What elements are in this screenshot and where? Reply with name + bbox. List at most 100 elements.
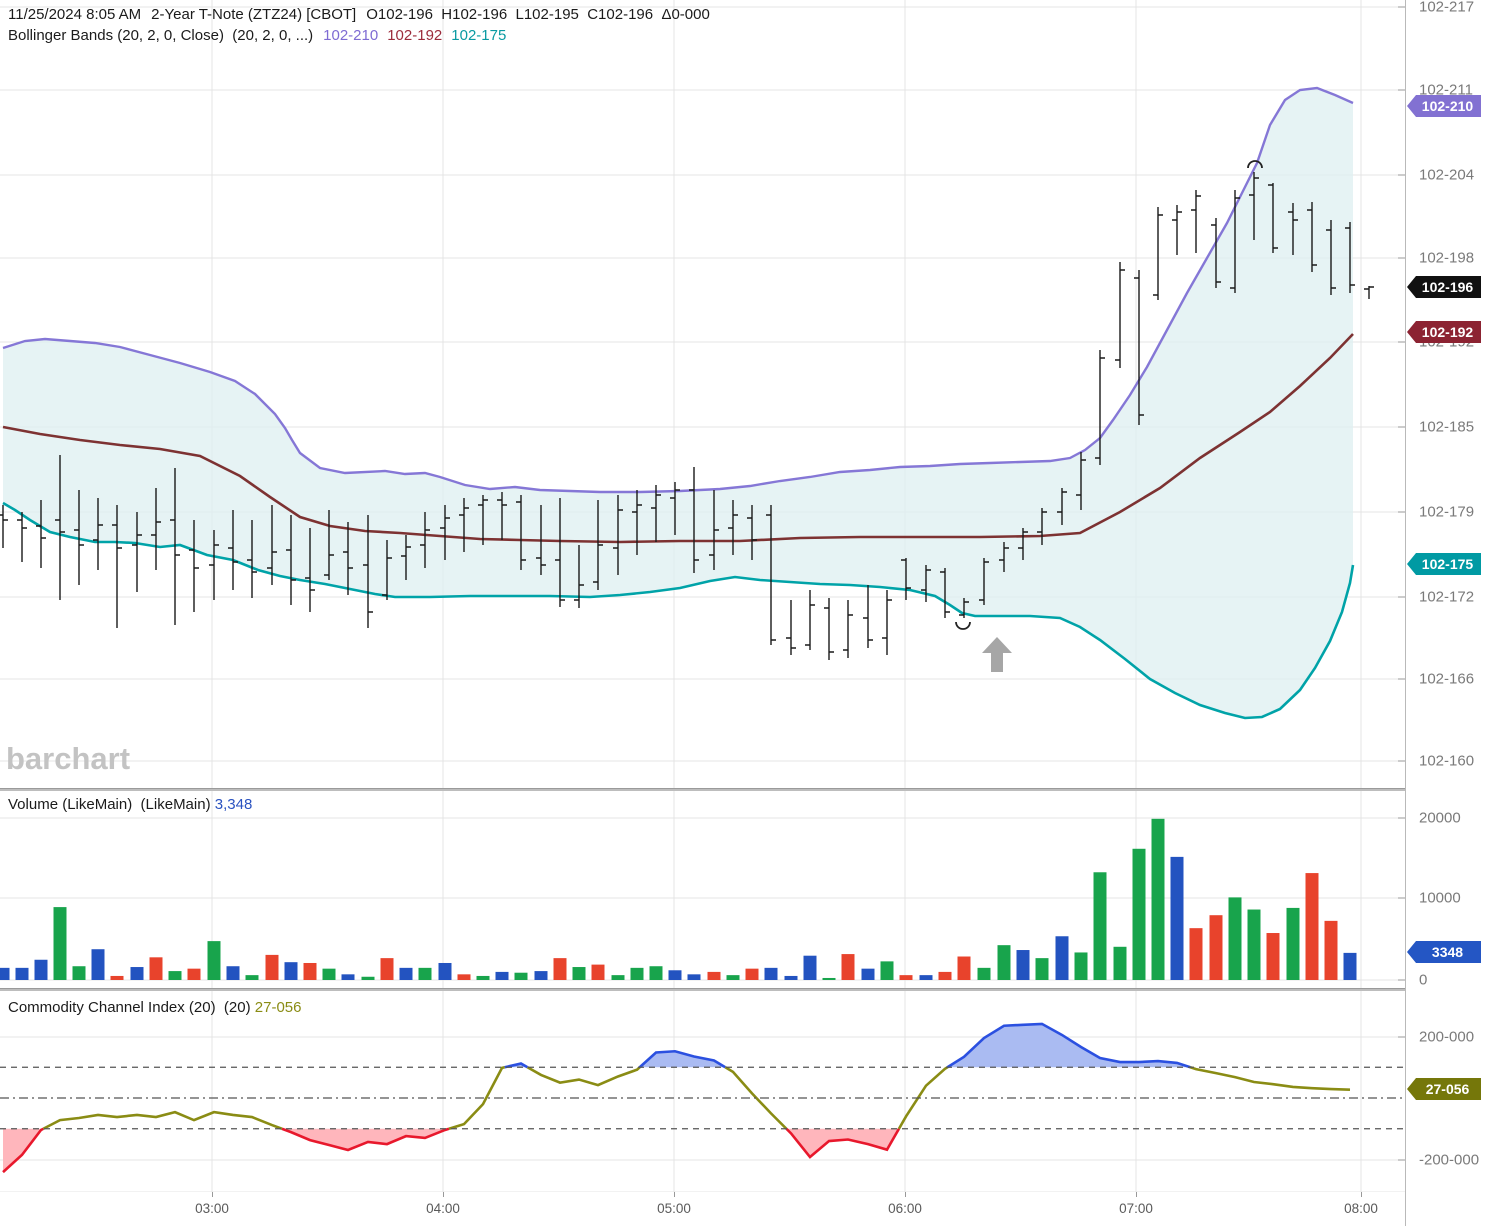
volume-bar [476,975,490,980]
volume-bar [1209,915,1223,980]
bollinger-label: Bollinger Bands (20, 2, 0, Close) (20, 2… [8,27,314,44]
volume-bar [226,966,240,980]
barchart-watermark: barchart [6,741,131,776]
volume-bar [687,974,701,980]
volume-bar [1266,933,1280,980]
cci-chart[interactable] [0,991,1405,1192]
volume-bar [997,945,1011,980]
price-tick-label: 102-198 [1419,249,1475,267]
volume-bar [457,974,471,980]
cci-line [724,1066,788,1130]
volume-bar [1093,872,1107,980]
cci-overbought-fill [639,1051,726,1068]
cci-line [526,1066,641,1087]
cci-badge: 27-056 [1407,1078,1481,1100]
cci-tick-label: -200-000 [1419,1151,1480,1169]
volume-bar [784,975,798,980]
panel-separator[interactable] [0,788,1405,791]
cci-tick-label: 200-000 [1419,1028,1475,1046]
time-tick-label: 06:00 [888,1201,922,1216]
bollinger-summary-line: Bollinger Bands (20, 2, 0, Close) (20, 2… [8,25,710,46]
volume-bar [34,959,48,980]
volume-bar [284,962,298,980]
volume-bar [187,968,201,980]
volume-current-value: 3,348 [214,796,253,813]
cci-line [1189,1066,1351,1091]
time-tick-label: 03:00 [195,1201,229,1216]
cci-oversold-fill [786,1128,899,1158]
cci-overbought-fill [947,1023,1191,1068]
volume-bar [1113,946,1127,980]
volume-title-label: Volume (LikeMain) (LikeMain) [8,796,211,813]
volume-bar [1343,952,1357,980]
instrument-name: 2-Year T-Note (ZTZ24) [CBOT] [151,6,357,23]
cci-oversold-line [2,1127,44,1174]
volume-bar [1055,936,1069,980]
volume-bar [977,967,991,980]
price-tick-label: 102-211 [1419,81,1473,99]
volume-tick-label: 20000 [1419,809,1461,827]
volume-bar [919,975,933,980]
cci-overbought-line [638,1049,726,1069]
volume-bar [130,967,144,980]
volume-bar [245,975,259,980]
price-axis[interactable]: 102-217 102-211 102-204 102-198 102-192 102-1… [1405,0,1486,1226]
high-marker-arc [1247,160,1263,169]
volume-bar [649,966,663,980]
time-tick-mark [212,1192,213,1197]
cci-line [897,1066,949,1130]
volume-bar [91,949,105,980]
volume-bar [380,958,394,980]
volume-bar [53,907,67,980]
cci-oversold-fill [281,1128,449,1150]
volume-bar [149,957,163,980]
volume-bar [726,975,740,980]
volume-bar [534,971,548,980]
volume-bar [1189,928,1203,980]
cci-panel-title: Commodity Channel Index (20) (20) 27-056 [8,999,302,1016]
panel-separator[interactable] [0,988,1405,991]
volume-bar [957,956,971,980]
price-badge: 102-196 [1407,276,1481,298]
price-badge: 102-175 [1407,553,1481,575]
main-price-chart[interactable] [0,0,1405,788]
volume-bar [1035,958,1049,980]
volume-tick-label: 10000 [1419,889,1461,907]
chart-header: 11/25/2024 8:05 AM 2-Year T-Note (ZTZ24) … [8,4,710,46]
time-tick-mark [1136,1192,1137,1197]
time-tick-mark [1361,1192,1362,1197]
bollinger-fill [3,88,1353,718]
volume-bar [495,971,509,980]
volume-bar [1170,856,1184,980]
volume-bar [1074,952,1088,980]
volume-tick-label: 0 [1419,971,1428,989]
volume-bar [418,967,432,980]
cci-line [448,1065,506,1130]
volume-bar [841,954,855,980]
cci-line [42,1110,283,1130]
cci-oversold-line [281,1127,450,1152]
volume-bar [265,954,279,980]
volume-bar [168,971,182,980]
volume-bar [1324,920,1338,980]
volume-bar [899,975,913,980]
time-axis[interactable]: 03:00 04:00 05:00 06:00 07:00 08:00 [0,1192,1405,1226]
volume-bar [1132,848,1146,980]
volume-bar [572,967,586,980]
volume-bar [438,962,452,980]
volume-chart[interactable] [0,791,1405,988]
price-badge: 102-210 [1407,95,1481,117]
volume-bar [668,970,682,980]
time-tick-label: 07:00 [1119,1201,1153,1216]
volume-bar [1305,873,1319,980]
volume-bar [803,955,817,980]
low-marker-arc [955,621,971,630]
volume-bar [110,975,124,980]
bollinger-mid-value: 102-192 [387,27,443,44]
volume-bar [764,967,778,980]
volume-bar [341,974,355,980]
ohlc-summary-line: 11/25/2024 8:05 AM 2-Year T-Note (ZTZ24) … [8,4,710,25]
price-tick-label: 102-172 [1419,588,1475,606]
price-tick-label: 102-204 [1419,166,1475,184]
